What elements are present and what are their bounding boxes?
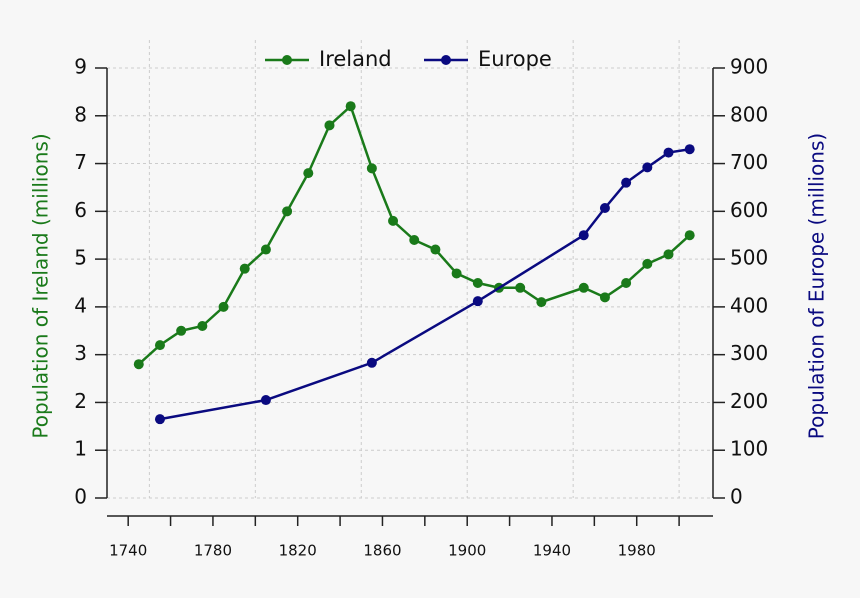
y2-tick-label: 100 [730,437,768,461]
x-tick-label: 1780 [194,542,232,560]
data-point [366,357,377,368]
y-tick-label: 9 [74,55,87,79]
data-point [621,278,632,288]
data-point [599,202,610,213]
y-tick-label: 7 [74,150,87,174]
y-tick-label: 2 [74,389,87,413]
y2-tick-label: 800 [730,102,768,126]
y2-tick-label: 900 [730,55,768,79]
y2-tick-label: 400 [730,293,768,317]
data-point [515,282,526,293]
data-point [260,395,271,406]
data-point [472,296,483,307]
data-point [197,321,208,331]
y-tick-label: 6 [74,198,87,222]
x-tick-label: 1940 [533,542,571,560]
legend-label: Ireland [319,47,392,71]
y2-tick-label: 600 [730,198,768,222]
y2-tick-label: 300 [730,341,768,365]
data-point [324,120,335,131]
y2-tick-label: 0 [730,485,743,509]
y-axis-title: Population of Ireland (millions) [29,133,53,438]
legend-marker [282,55,292,65]
y2-tick-label: 700 [730,150,768,174]
data-point [578,282,589,293]
y2-tick-label: 500 [730,246,768,270]
data-point [218,301,229,312]
x-tick-label: 1860 [363,542,401,560]
y2-axis-title: Population of Europe (millions) [805,133,829,439]
data-point [282,206,293,217]
y-tick-label: 4 [74,293,87,317]
series-line [159,147,690,421]
data-point [451,268,462,279]
data-point [345,101,356,112]
y-tick-label: 1 [74,437,87,461]
data-point [578,230,589,241]
data-point [663,147,674,158]
data-point [684,144,695,155]
data-point [154,414,165,425]
x-tick-label: 1980 [618,542,656,560]
y-tick-label: 3 [74,341,87,365]
data-point [430,244,441,255]
data-point [642,162,653,173]
data-point [366,163,377,174]
data-point [684,230,695,241]
data-point [154,340,165,351]
y-tick-label: 8 [74,102,87,126]
data-point [388,215,399,226]
data-point [663,249,674,260]
x-tick-label: 1740 [109,542,147,560]
x-tick-label: 1900 [448,542,486,560]
data-point [239,263,250,274]
y-tick-label: 0 [74,485,87,509]
data-point [472,278,483,288]
data-point [536,297,547,308]
data-point [409,235,420,245]
data-point [599,292,610,303]
legend-marker [441,55,451,65]
data-point [642,258,653,269]
y2-tick-label: 200 [730,389,768,413]
data-point [621,177,632,188]
x-tick-label: 1820 [279,542,317,560]
legend-label: Europe [478,47,552,71]
data-point [260,244,271,255]
data-point [133,359,144,370]
data-point [176,325,187,336]
y-tick-label: 5 [74,246,87,270]
data-point [303,168,314,179]
